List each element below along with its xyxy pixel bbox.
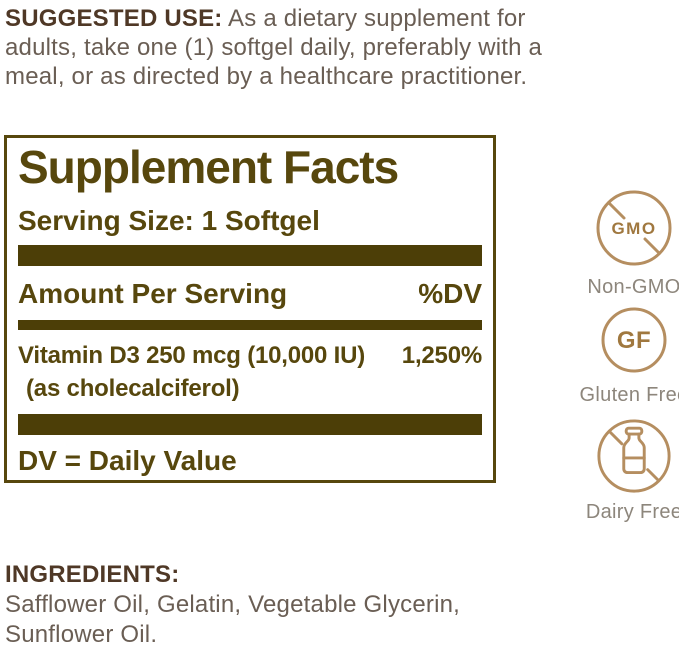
nutrient-dv-value: 1,250% xyxy=(401,342,482,369)
gf-icon: GF xyxy=(601,307,667,373)
suggested-use-paragraph: SUGGESTED USE: As a dietary supplement f… xyxy=(5,4,583,91)
gf-icon-letters: GF xyxy=(617,327,651,354)
gmo-crossed-icon: GMO xyxy=(596,190,672,266)
percent-dv-header: %DV xyxy=(418,278,482,309)
amount-per-serving-row: Amount Per Serving %DV xyxy=(18,279,482,309)
suggested-use-text: As a dietary supplement for adults, take… xyxy=(5,5,543,90)
badge-label-gluten-free: Gluten Free xyxy=(579,384,679,406)
divider-bar-thin xyxy=(18,320,482,330)
amount-per-serving-header: Amount Per Serving xyxy=(18,278,288,309)
badge-non-gmo: GMO Non-GMO xyxy=(586,188,679,299)
ingredients-paragraph: INGREDIENTS: Safflower Oil, Gelatin, Vege… xyxy=(5,560,565,650)
serving-size: Serving Size: 1 Softgel xyxy=(18,205,320,236)
milk-bottle-crossed-icon xyxy=(597,419,671,493)
divider-bar-thick xyxy=(18,414,482,435)
dv-footnote: DV = Daily Value xyxy=(18,445,237,476)
ingredients-label: INGREDIENTS: xyxy=(5,561,180,588)
gmo-icon-letters: GMO xyxy=(611,219,656,238)
nutrient-name: Vitamin D3 250 mcg (10,000 IU) xyxy=(18,342,366,369)
badge-dairy-free: Dairy Free xyxy=(586,417,679,524)
bottle-body xyxy=(622,432,646,475)
badge-gluten-free: GF Gluten Free xyxy=(580,306,679,407)
suggested-use-label: SUGGESTED USE: xyxy=(5,5,223,32)
nutrient-source-note: (as cholecalciferol) xyxy=(26,375,240,402)
supplement-facts-title: Supplement Facts xyxy=(18,141,399,193)
supplement-facts-panel: Supplement Facts Serving Size: 1 Softgel… xyxy=(4,135,496,483)
badge-label-dairy-free: Dairy Free xyxy=(585,501,679,523)
divider-bar-thick xyxy=(18,245,482,266)
bottle-cap xyxy=(624,426,644,436)
badge-label-non-gmo: Non-GMO xyxy=(587,276,679,298)
nutrient-row: Vitamin D3 250 mcg (10,000 IU) 1,250% xyxy=(18,342,482,370)
ingredients-text: Safflower Oil, Gelatin, Vegetable Glycer… xyxy=(5,591,461,648)
